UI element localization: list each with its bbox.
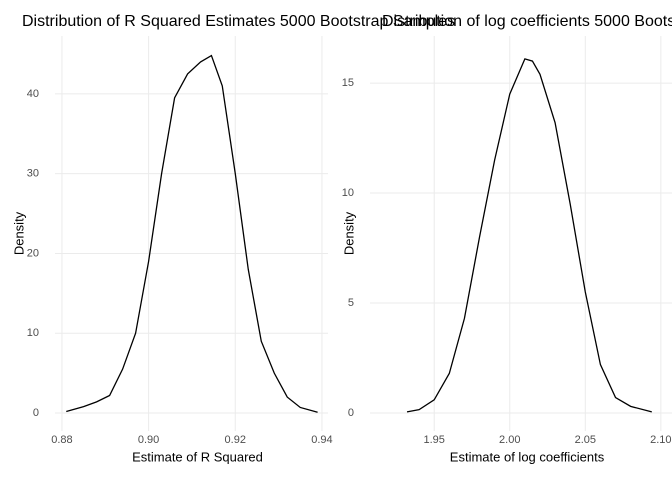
x-tick-label: 2.05: [575, 434, 596, 446]
y-tick-label: 20: [27, 247, 39, 259]
y-axis-label: Density: [11, 211, 26, 255]
y-tick-label: 10: [342, 187, 354, 199]
y-tick-label: 30: [27, 168, 39, 180]
y-tick-label: 0: [348, 407, 354, 419]
density-line: [406, 58, 652, 413]
y-axis-label: Density: [341, 211, 356, 255]
x-axis-label: Estimate of R Squared: [132, 449, 263, 464]
y-tick-label: 10: [27, 327, 39, 339]
x-tick-label: 0.92: [225, 434, 246, 446]
chart-title: Distribution of R Squared Estimates 5000…: [22, 13, 455, 30]
x-tick-label: 0.88: [51, 434, 72, 446]
x-tick-label: 1.95: [424, 434, 445, 446]
x-tick-label: 2.00: [499, 434, 520, 446]
x-tick-label: 0.90: [138, 434, 159, 446]
y-tick-label: 0: [33, 407, 39, 419]
density-line: [66, 54, 318, 413]
y-tick-label: 40: [27, 88, 39, 100]
x-axis-label: Estimate of log coefficients: [450, 449, 605, 464]
x-tick-label: 2.10: [650, 434, 671, 446]
chart-title: Distribution of log coefficients 5000 Bo…: [382, 13, 672, 30]
y-tick-label: 15: [342, 77, 354, 89]
y-tick-label: 5: [348, 297, 354, 309]
x-tick-label: 0.94: [311, 434, 332, 446]
